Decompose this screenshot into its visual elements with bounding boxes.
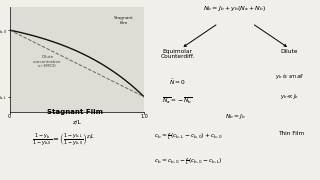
Text: Dilute
concentration
or EMCD: Dilute concentration or EMCD <box>33 55 61 68</box>
X-axis label: z/L: z/L <box>72 119 81 124</box>
Text: $N_b = J_b$: $N_b = J_b$ <box>225 112 245 121</box>
Text: $c_b = \frac{z}{L}(c_{b,L} - c_{b,0}) + c_{b,0}$: $c_b = \frac{z}{L}(c_{b,L} - c_{b,0}) + … <box>154 131 222 142</box>
Text: $\overline{N_a} = -\overline{N_b}$: $\overline{N_a} = -\overline{N_b}$ <box>162 95 193 106</box>
Text: $y_b$ is small: $y_b$ is small <box>275 72 304 81</box>
Text: Stagnant Film: Stagnant Film <box>47 109 103 115</box>
Text: $y_b \ll J_b$: $y_b \ll J_b$ <box>280 92 299 101</box>
Text: Stagnant
film: Stagnant film <box>114 17 134 25</box>
Text: $\bar{N} = 0$: $\bar{N} = 0$ <box>169 77 186 87</box>
Text: Dilute: Dilute <box>281 49 298 54</box>
Text: Equimolar
Counterdiff.: Equimolar Counterdiff. <box>160 49 195 59</box>
Text: $\frac{1-y_b}{1-y_{b,0}} = \left(\frac{1-y_{b,L}}{1-y_{b,0}}\right)^{z/L}$: $\frac{1-y_b}{1-y_{b,0}} = \left(\frac{1… <box>32 132 95 148</box>
Text: Thin Film: Thin Film <box>278 131 304 136</box>
Text: $c_b = c_{b,0} - \frac{z}{L}(c_{b,0} - c_{b,L})$: $c_b = c_{b,0} - \frac{z}{L}(c_{b,0} - c… <box>154 157 222 167</box>
Text: $N_b = J_b + y_b(N_a + N_b)$: $N_b = J_b + y_b(N_a + N_b)$ <box>204 4 267 13</box>
